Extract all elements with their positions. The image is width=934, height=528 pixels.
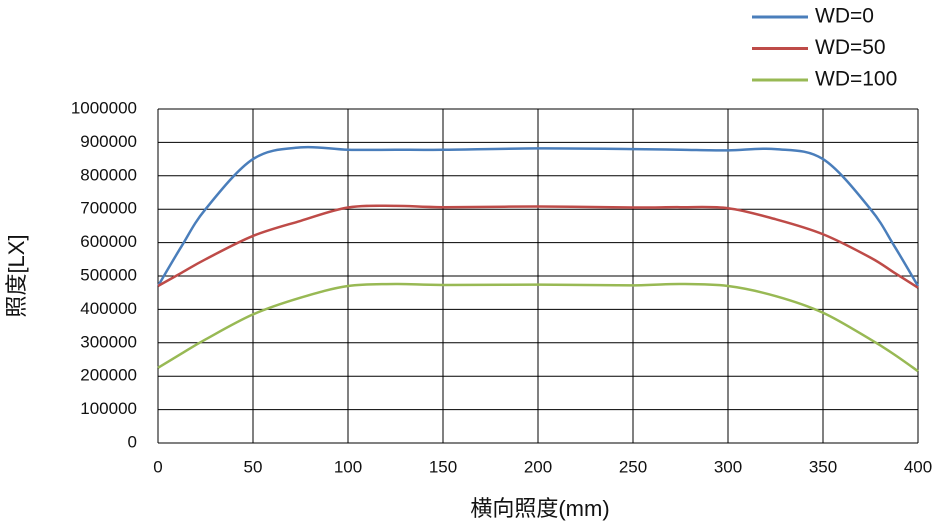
y-tick-label: 100000	[80, 399, 137, 418]
y-tick-label: 500000	[80, 265, 137, 284]
x-tick-label: 350	[809, 457, 837, 476]
y-tick-label: 0	[128, 432, 137, 451]
x-axis-title: 横向照度(mm)	[470, 496, 609, 521]
legend-label: WD=50	[815, 36, 886, 59]
x-tick-label: 0	[153, 457, 162, 476]
y-tick-label: 800000	[80, 165, 137, 184]
x-tick-label: 100	[334, 457, 362, 476]
y-tick-label: 300000	[80, 332, 137, 351]
x-tick-label: 300	[714, 457, 742, 476]
y-axis-title: 照度[LX]	[4, 234, 29, 317]
data-line	[157, 282, 919, 373]
x-tick-label: 400	[904, 457, 932, 476]
legend-label: WD=0	[815, 5, 874, 28]
x-tick-label: 150	[429, 457, 457, 476]
x-tick-label: 200	[524, 457, 552, 476]
data-line	[157, 204, 919, 289]
y-tick-label: 900000	[80, 132, 137, 151]
data-line	[156, 145, 920, 287]
y-tick-label: 400000	[80, 299, 137, 318]
x-tick-label: 250	[619, 457, 647, 476]
y-tick-label: 1000000	[71, 98, 137, 117]
y-tick-label: 600000	[80, 232, 137, 251]
y-tick-label: 200000	[80, 366, 137, 385]
y-tick-label: 700000	[80, 199, 137, 218]
legend-label: WD=100	[815, 68, 897, 91]
x-tick-label: 50	[244, 457, 263, 476]
